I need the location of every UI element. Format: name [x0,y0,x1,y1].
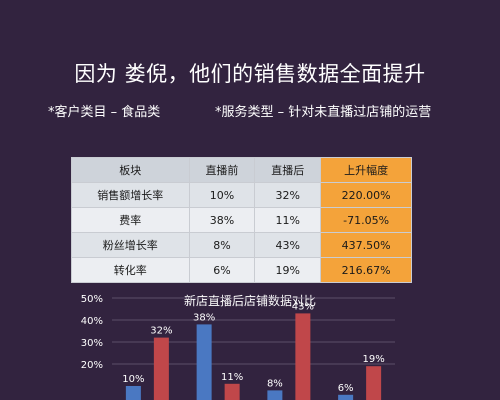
data-label: 6% [338,383,354,394]
data-label: 11% [221,372,243,383]
table-cell: 8% [188,232,256,258]
table-cell: 11% [254,207,322,233]
table-row: 费率 38% 11% -71.05% [71,207,412,233]
data-label: 43% [292,301,314,312]
y-tick-label: 40% [81,316,103,327]
customer-category-note: *客户类目 – 食品类 [48,105,161,120]
header-cell: 直播前 [188,157,256,183]
bar-before [338,394,354,400]
y-tick-label: 50% [81,294,103,305]
bar-after [366,366,382,400]
table-cell: 38% [188,207,256,233]
table-cell: 销售额增长率 [71,182,190,208]
y-tick-label: 20% [81,360,103,371]
table-cell-highlight: 437.50% [320,232,412,258]
bar-before [196,324,212,400]
table-cell: 6% [188,257,256,283]
table-cell-highlight: 220.00% [320,182,412,208]
table-cell: 粉丝增长率 [71,232,190,258]
data-label: 19% [363,354,385,365]
table-cell: 19% [254,257,322,283]
bar-after [153,337,169,400]
table-row: 粉丝增长率 8% 43% 437.50% [71,232,412,258]
y-tick-label: 30% [81,338,103,349]
table-cell: 43% [254,232,322,258]
bar-after [224,383,240,400]
header-cell: 直播后 [254,157,322,183]
table-row: 销售额增长率 10% 32% 220.00% [71,182,412,208]
data-label: 38% [193,312,215,323]
data-label: 32% [150,326,172,337]
page-title: 因为 娄倪，他们的销售数据全面提升 [74,62,426,86]
table-cell: 转化率 [71,257,190,283]
header-cell-highlight: 上升幅度 [320,157,412,183]
bar-after [295,313,311,400]
bar-before [267,390,283,400]
table-header-row: 板块 直播前 直播后 上升幅度 [71,157,412,183]
table-cell-highlight: 216.67% [320,257,412,283]
comparison-table: 板块 直播前 直播后 上升幅度 销售额增长率 10% 32% 220.00% 费… [71,157,412,283]
data-label: 8% [267,378,283,389]
data-label: 10% [122,374,144,385]
table-cell: 费率 [71,207,190,233]
bar-before [125,386,141,400]
service-type-note: *服务类型 – 针对未直播过店铺的运营 [215,105,432,120]
chart-title: 新店直播后店铺数据对比 [183,294,316,308]
table-cell: 10% [188,182,256,208]
table-cell-highlight: -71.05% [320,207,412,233]
table-row: 转化率 6% 19% 216.67% [71,257,412,283]
